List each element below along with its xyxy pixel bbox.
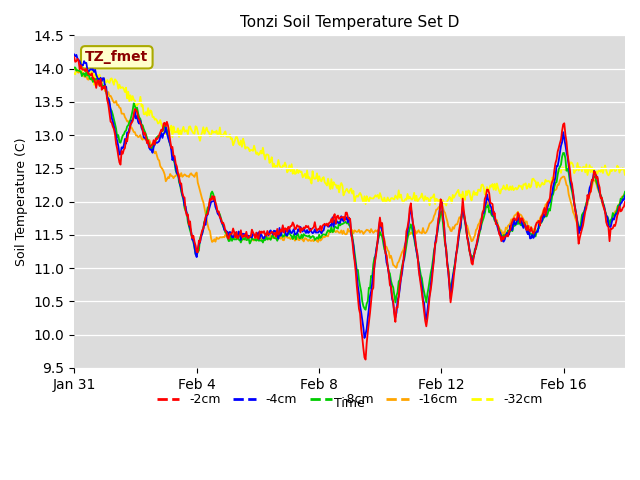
Legend: -2cm, -4cm, -8cm, -16cm, -32cm: -2cm, -4cm, -8cm, -16cm, -32cm xyxy=(152,388,547,411)
Y-axis label: Soil Temperature (C): Soil Temperature (C) xyxy=(15,137,28,266)
X-axis label: Time: Time xyxy=(334,397,365,410)
Title: Tonzi Soil Temperature Set D: Tonzi Soil Temperature Set D xyxy=(240,15,460,30)
Text: TZ_fmet: TZ_fmet xyxy=(85,50,148,64)
